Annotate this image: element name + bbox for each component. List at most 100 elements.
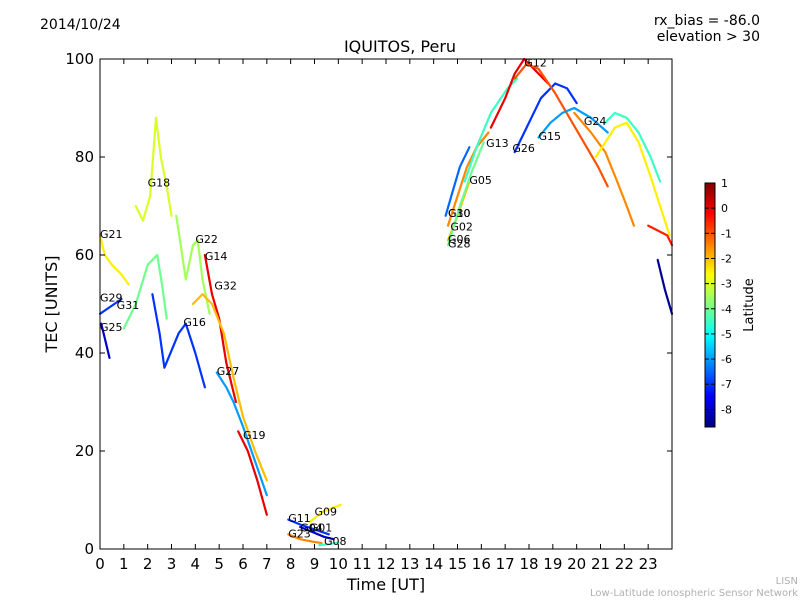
footer-network: Low-Latitude Ionospheric Sensor Network: [590, 588, 798, 599]
series-g24b: [594, 121, 671, 237]
x-tick-label: 12: [376, 555, 395, 573]
satellite-label: G08: [324, 535, 347, 548]
colorbar-tick-label: -4: [721, 303, 732, 316]
satellite-label: G10: [448, 207, 471, 220]
colorbar-tick-label: -2: [721, 252, 732, 265]
colorbar-tick-label: -6: [721, 353, 732, 366]
x-tick-label: 0: [95, 555, 105, 573]
satellite-label: G01: [310, 521, 333, 534]
satellite-label: G18: [148, 176, 171, 189]
series-g23: [287, 533, 323, 545]
chart-title: IQUITOS, Peru: [343, 37, 457, 56]
x-tick-label: 1: [119, 555, 129, 573]
y-tick-label: 60: [75, 246, 94, 264]
x-tick-label: 18: [519, 555, 538, 573]
series-g11: [287, 518, 330, 536]
satellite-label: G23: [288, 528, 311, 541]
series-g20: [604, 111, 662, 183]
satellite-label: G25: [100, 321, 123, 334]
colorbar-tick-label: -5: [721, 328, 732, 341]
y-tick-label: 20: [75, 442, 94, 460]
x-tick-label: 19: [543, 555, 562, 573]
colorbar-tick-label: 1: [721, 177, 728, 190]
satellite-label: G21: [100, 228, 123, 241]
axis-ticks: 0 1 2 3 4 5 6 7 8 9 10 11 12 13 14 15 16 17 18 19 20 21 22 2302…: [65, 50, 672, 573]
x-tick-label: 22: [615, 555, 634, 573]
series-layer: [98, 57, 674, 547]
series-g22: [175, 214, 211, 315]
satellite-label: G14: [205, 250, 228, 263]
series-g24: [573, 111, 636, 227]
satellite-label: G29: [100, 292, 123, 305]
series-g31: [122, 253, 168, 330]
series-g12: [513, 62, 609, 188]
series-g30: [647, 224, 674, 247]
series-g05: [463, 77, 519, 183]
x-tick-label: 4: [191, 555, 201, 573]
series-g25: [100, 322, 111, 359]
series-g26: [513, 82, 578, 154]
colorbar-tick-label: 0: [721, 202, 728, 215]
series-g08: [318, 541, 340, 547]
x-tick-label: 11: [353, 555, 372, 573]
colorbar-tick-label: -3: [721, 278, 732, 291]
satellite-label: G22: [195, 233, 218, 246]
satellite-label: G15: [539, 130, 562, 143]
series-g10: [444, 146, 471, 217]
series-g29: [98, 298, 123, 315]
satellite-label: G05: [469, 174, 492, 187]
x-axis-label: Time [UT]: [346, 575, 425, 594]
satellite-label: G19: [243, 429, 266, 442]
series-g16: [151, 293, 206, 389]
y-tick-label: 40: [75, 344, 94, 362]
series-g28: [446, 141, 485, 247]
y-tick-label: 80: [75, 148, 94, 166]
date-label: 2014/10/24: [40, 17, 121, 33]
satellite-label: G09: [315, 506, 338, 519]
footer-lisn: LISN: [775, 576, 798, 587]
series-g14: [203, 253, 237, 404]
x-tick-label: 9: [310, 555, 320, 573]
x-tick-label: 8: [286, 555, 296, 573]
satellite-label: G30: [448, 207, 471, 220]
satellite-label: G26: [512, 142, 535, 155]
satellite-label: G24: [584, 115, 607, 128]
y-tick-label: 100: [65, 50, 94, 68]
series-g27: [215, 371, 268, 497]
y-tick-label: 0: [84, 540, 94, 558]
colorbar-ticks: 1 0 -1 -2 -3 -4 -5 -6 -7 -8: [705, 177, 732, 416]
x-tick-label: 13: [400, 555, 419, 573]
x-tick-label: 20: [567, 555, 586, 573]
series-g01: [299, 525, 335, 541]
x-tick-label: 15: [448, 555, 467, 573]
series-g13: [489, 57, 550, 129]
elevation-label: elevation > 30: [656, 29, 760, 45]
satellite-label: G28: [448, 238, 471, 251]
series-g02: [446, 131, 490, 227]
colorbar-tick-label: -7: [721, 378, 732, 391]
x-tick-label: 23: [639, 555, 658, 573]
satellite-label: G11: [288, 512, 311, 525]
colorbar-tick-label: -8: [721, 403, 732, 416]
colorbar-tick-label: -1: [721, 227, 732, 240]
x-tick-label: 17: [496, 555, 515, 573]
series-g21: [98, 234, 130, 286]
series-g09: [308, 503, 342, 524]
x-tick-label: 7: [262, 555, 272, 573]
satellite-label: G06: [448, 233, 471, 246]
x-tick-label: 21: [591, 555, 610, 573]
satellite-label: G12: [524, 56, 547, 69]
x-tick-label: 10: [329, 555, 348, 573]
satellite-label: G04: [300, 521, 323, 534]
satellite-label: G31: [117, 299, 140, 312]
rx-bias-label: rx_bias = -86.0: [653, 13, 760, 29]
plot-frame: [99, 58, 673, 550]
series-g17: [656, 258, 674, 315]
y-axis-label: TEC [UNITS]: [42, 256, 61, 354]
satellite-label: G16: [183, 316, 206, 329]
satellite-label: G27: [217, 365, 240, 378]
colorbar-label: Latitude: [742, 278, 757, 332]
